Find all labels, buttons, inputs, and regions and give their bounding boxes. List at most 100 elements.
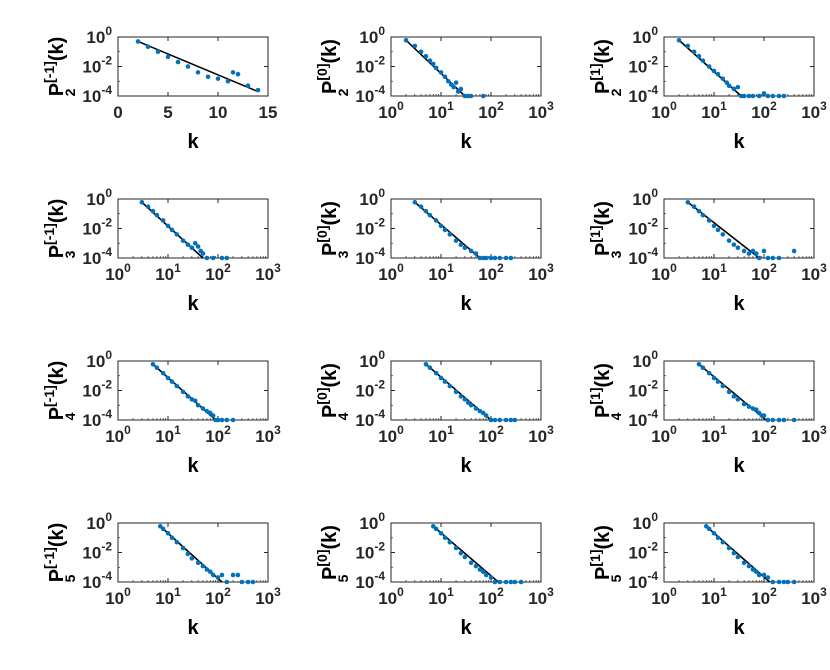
x-tick-label: 102 <box>751 585 777 608</box>
subplot-2--1: 0 5 10 15 100 10-2 10-4 k P[-1](k)2 <box>41 24 277 153</box>
data-point <box>145 44 151 49</box>
x-tick-label: 102 <box>751 99 777 122</box>
data-point <box>192 240 198 246</box>
data-point <box>204 255 210 261</box>
data-point <box>508 417 514 423</box>
data-point <box>189 556 195 561</box>
data-point <box>473 251 479 256</box>
data-point <box>518 579 524 585</box>
data-point <box>756 255 762 261</box>
data-point <box>433 370 439 376</box>
x-tick-label: 103 <box>255 261 281 284</box>
x-tick-label: 102 <box>478 261 504 284</box>
data-point <box>423 208 429 214</box>
data-point <box>195 70 201 75</box>
data-point <box>512 417 518 423</box>
data-point <box>483 413 489 418</box>
data-point <box>477 408 483 414</box>
x-tick-label: 103 <box>528 423 554 446</box>
data-point <box>765 255 771 261</box>
x-tick-label: 100 <box>651 99 677 122</box>
y-tick-label: 10-2 <box>628 378 658 401</box>
data-point <box>488 255 494 261</box>
data-point <box>165 54 171 60</box>
x-tick-label: 102 <box>205 261 231 284</box>
data-point <box>215 76 221 81</box>
y-tick-label: 100 <box>86 510 112 533</box>
data-point <box>433 526 439 532</box>
y-axis-label: P[0](k) <box>314 525 341 580</box>
x-tick-label: 100 <box>378 423 404 446</box>
x-axis-label: k <box>187 455 199 477</box>
data-point <box>776 579 782 585</box>
x-tick-label: 5 <box>163 103 172 122</box>
data-point <box>154 212 160 218</box>
data-point <box>765 93 771 99</box>
y-tick-label: 10-2 <box>628 540 658 563</box>
data-point <box>224 579 230 585</box>
y-tick-label: 10-2 <box>355 378 385 401</box>
subplot-3--1: 100 101 102 103 100 10-2 10-4 k P[-1](k)3 <box>41 186 281 315</box>
data-point <box>235 71 241 77</box>
x-axis-label: k <box>733 455 745 477</box>
data-point <box>691 49 697 55</box>
data-point <box>741 93 747 99</box>
data-point <box>776 93 782 99</box>
x-tick-label: 103 <box>801 261 827 284</box>
x-tick-label: 103 <box>528 585 554 608</box>
data-point <box>676 37 682 43</box>
data-point <box>418 49 424 55</box>
x-tick-label: 102 <box>205 423 231 446</box>
y-axis-label: P[0](k) <box>314 363 341 418</box>
data-point <box>458 86 464 92</box>
data-point <box>185 394 191 399</box>
data-point <box>165 223 171 229</box>
y-tick-label: 10-2 <box>82 540 112 563</box>
data-point <box>195 244 201 249</box>
x-tick-label: 101 <box>155 585 181 608</box>
data-point <box>503 579 509 585</box>
data-point <box>756 572 762 578</box>
y-axis-label: P[-1](k) <box>41 37 68 97</box>
data-point <box>741 401 747 407</box>
data-point <box>250 579 256 585</box>
y-tick-label: 10-2 <box>355 216 385 239</box>
y-tick-label: 10-4 <box>355 83 385 106</box>
x-tick-label: 101 <box>155 423 181 446</box>
data-point <box>700 212 706 218</box>
data-point <box>174 539 180 545</box>
data-point <box>230 70 236 75</box>
data-point <box>219 572 225 578</box>
subplot-3-0: 100 101 102 103 100 10-2 10-4 k P[0](k)3 <box>314 186 554 315</box>
y-tick-label: 100 <box>86 348 112 371</box>
y-axis-label-subscript: 3 <box>335 250 351 258</box>
data-point <box>169 535 175 541</box>
y-tick-label: 10-4 <box>82 245 112 268</box>
data-point <box>508 579 514 585</box>
data-point <box>750 567 756 572</box>
x-tick-label: 102 <box>478 585 504 608</box>
x-tick-label: 102 <box>751 261 777 284</box>
data-point <box>497 417 503 423</box>
y-tick-label: 100 <box>359 186 385 209</box>
data-point <box>180 238 186 243</box>
y-tick-label: 100 <box>632 24 658 47</box>
axes-box <box>117 36 269 97</box>
x-tick-label: 101 <box>701 261 727 284</box>
data-point <box>711 223 717 229</box>
x-tick-label: 101 <box>701 99 727 122</box>
data-point <box>726 389 732 395</box>
y-axis-label-subscript: 5 <box>62 574 78 582</box>
x-tick-label: 100 <box>651 423 677 446</box>
data-point <box>711 531 717 536</box>
x-tick-label: 103 <box>255 423 281 446</box>
y-axis-label-subscript: 5 <box>608 574 624 582</box>
data-point <box>433 218 439 223</box>
data-point <box>225 78 231 84</box>
data-point <box>492 579 498 585</box>
data-point <box>726 545 732 551</box>
data-point <box>761 572 767 578</box>
data-point <box>139 199 145 205</box>
data-point <box>691 204 697 210</box>
data-point <box>503 417 509 423</box>
